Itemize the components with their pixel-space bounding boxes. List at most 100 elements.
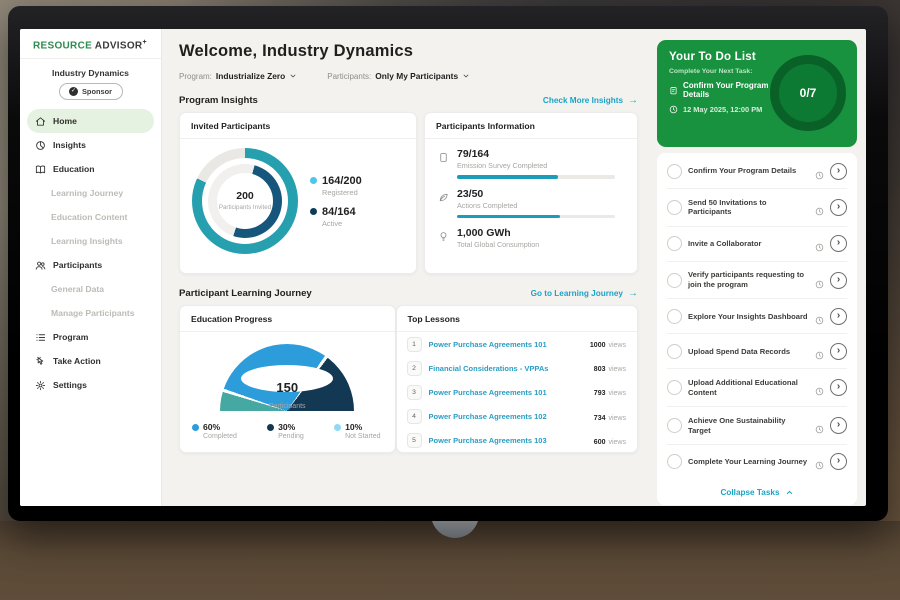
todo-checkbox[interactable] xyxy=(667,418,682,433)
todo-checkbox[interactable] xyxy=(667,380,682,395)
todo-label[interactable]: Achieve One Sustainability Target xyxy=(688,416,809,436)
todo-label[interactable]: Complete Your Learning Journey xyxy=(688,457,809,467)
reminder-clock-icon[interactable] xyxy=(815,276,824,285)
clipboard-icon xyxy=(669,86,678,95)
actions-icon xyxy=(438,192,449,203)
sidebar-item-home[interactable]: Home xyxy=(27,109,154,133)
registered-dot-icon xyxy=(310,177,317,184)
todo-checkbox[interactable] xyxy=(667,273,682,288)
todo-open-button[interactable]: › xyxy=(830,163,847,180)
todo-open-button[interactable]: › xyxy=(830,235,847,252)
todo-open-button[interactable]: › xyxy=(830,199,847,216)
lesson-link[interactable]: Financial Considerations - VPPAs xyxy=(429,364,591,373)
sidebar-item-general-data[interactable]: General Data xyxy=(27,277,154,301)
sidebar-item-participants[interactable]: Participants xyxy=(27,253,154,277)
lesson-link[interactable]: Power Purchase Agreements 101 xyxy=(429,340,587,349)
sidebar-item-label: Take Action xyxy=(53,356,101,366)
lesson-views: 793 xyxy=(594,390,606,397)
todo-label[interactable]: Send 50 Invitations to Participants xyxy=(688,198,809,218)
todo-open-button[interactable]: › xyxy=(830,343,847,360)
todo-checkbox[interactable] xyxy=(667,200,682,215)
todo-label[interactable]: Upload Spend Data Records xyxy=(688,347,809,357)
todo-open-button[interactable]: › xyxy=(830,453,847,470)
legend-label: Pending xyxy=(278,433,304,440)
legend-value: 84/164 xyxy=(322,206,356,218)
todo-checkbox[interactable] xyxy=(667,344,682,359)
sponsor-badge: ✓ Sponsor xyxy=(59,83,123,100)
todo-label[interactable]: Confirm Your Program Details xyxy=(688,166,809,176)
check-more-insights-link[interactable]: Check More Insights → xyxy=(543,96,638,106)
active-dot-icon xyxy=(310,208,317,215)
go-to-learning-journey-link[interactable]: Go to Learning Journey → xyxy=(531,289,638,299)
top-lessons-card: Top Lessons 1 Power Purchase Agreements … xyxy=(396,305,638,453)
donut-center-label: 200 Participants Invited xyxy=(217,173,273,229)
sidebar-item-learning-journey[interactable]: Learning Journey xyxy=(27,181,154,205)
sidebar-item-settings[interactable]: Settings xyxy=(27,373,154,397)
legend-item-registered: 164/200 Registered xyxy=(310,175,362,197)
collapse-label: Collapse Tasks xyxy=(720,488,779,497)
reminder-clock-icon[interactable] xyxy=(815,421,824,430)
main-content: Welcome, Industry Dynamics Program: Indu… xyxy=(161,29,648,506)
filter-value: Industrialize Zero xyxy=(216,71,285,81)
legend-label: Active xyxy=(322,219,362,228)
reminder-clock-icon[interactable] xyxy=(815,457,824,466)
todo-item: Confirm Your Program Details › xyxy=(667,154,847,189)
todo-open-button[interactable]: › xyxy=(830,308,847,325)
reminder-clock-icon[interactable] xyxy=(815,239,824,248)
reminder-clock-icon[interactable] xyxy=(815,347,824,356)
todo-checkbox[interactable] xyxy=(667,164,682,179)
todo-item: Invite a Collaborator › xyxy=(667,227,847,262)
program-dropdown[interactable]: Program: Industrialize Zero xyxy=(179,71,297,81)
gauge-center-caption: Participants xyxy=(269,403,306,410)
todo-panel: Your To Do List Complete Your Next Task:… xyxy=(648,29,866,506)
views-suffix: views xyxy=(608,342,626,349)
sidebar-item-insights[interactable]: Insights xyxy=(27,133,154,157)
todo-label[interactable]: Explore Your Insights Dashboard xyxy=(688,312,809,322)
reminder-clock-icon[interactable] xyxy=(815,312,824,321)
lesson-rank: 5 xyxy=(407,433,422,448)
invited-chart-body: 200 Participants Invited 164/200 Registe… xyxy=(180,139,416,254)
collapse-tasks-link[interactable]: Collapse Tasks xyxy=(667,479,847,501)
sidebar-item-education-content[interactable]: Education Content xyxy=(27,205,154,229)
lesson-rank: 3 xyxy=(407,385,422,400)
participants-icon xyxy=(35,260,46,271)
stat-value: 1,000 GWh xyxy=(457,227,539,239)
invited-donut-chart: 200 Participants Invited xyxy=(192,148,298,254)
legend-item-pending: 30% Pending xyxy=(267,422,304,440)
todo-item: Achieve One Sustainability Target › xyxy=(667,407,847,445)
todo-checkbox[interactable] xyxy=(667,454,682,469)
sidebar-item-take-action[interactable]: Take Action xyxy=(27,349,154,373)
lesson-link[interactable]: Power Purchase Agreements 102 xyxy=(429,412,591,421)
home-icon xyxy=(35,116,46,127)
sidebar-item-education[interactable]: Education xyxy=(27,157,154,181)
todo-label[interactable]: Upload Additional Educational Content xyxy=(688,378,809,398)
lesson-rank: 2 xyxy=(407,361,422,376)
stat-label: Emission Survey Completed xyxy=(457,161,615,170)
views-suffix: views xyxy=(608,415,626,422)
reminder-clock-icon[interactable] xyxy=(815,203,824,212)
dashboard-screen: RESOURCE ADVISOR+ Industry Dynamics ✓ Sp… xyxy=(20,29,866,506)
todo-label[interactable]: Verify participants requesting to join t… xyxy=(688,270,809,290)
participants-dropdown[interactable]: Participants: Only My Participants xyxy=(327,71,470,81)
stat-value: 79/164 xyxy=(457,148,615,160)
sidebar-item-learning-insights[interactable]: Learning Insights xyxy=(27,229,154,253)
sidebar-item-label: Learning Journey xyxy=(51,188,123,198)
brand-plus: + xyxy=(142,39,146,46)
sidebar-item-program[interactable]: Program xyxy=(27,325,154,349)
stat-label: Total Global Consumption xyxy=(457,240,539,249)
todo-hero-card: Your To Do List Complete Your Next Task:… xyxy=(657,40,857,147)
emission-progress-bar xyxy=(457,175,615,179)
todo-open-button[interactable]: › xyxy=(830,272,847,289)
reminder-clock-icon[interactable] xyxy=(815,383,824,392)
reminder-clock-icon[interactable] xyxy=(815,167,824,176)
todo-checkbox[interactable] xyxy=(667,309,682,324)
todo-checkbox[interactable] xyxy=(667,236,682,251)
todo-open-button[interactable]: › xyxy=(830,417,847,434)
lesson-row: 3 Power Purchase Agreements 101 793views xyxy=(397,380,637,404)
todo-open-button[interactable]: › xyxy=(830,379,847,396)
todo-label[interactable]: Invite a Collaborator xyxy=(688,239,809,249)
lesson-link[interactable]: Power Purchase Agreements 103 xyxy=(429,436,591,445)
sidebar-item-manage-participants[interactable]: Manage Participants xyxy=(27,301,154,325)
chevron-down-icon xyxy=(289,72,297,80)
lesson-link[interactable]: Power Purchase Agreements 101 xyxy=(429,388,591,397)
